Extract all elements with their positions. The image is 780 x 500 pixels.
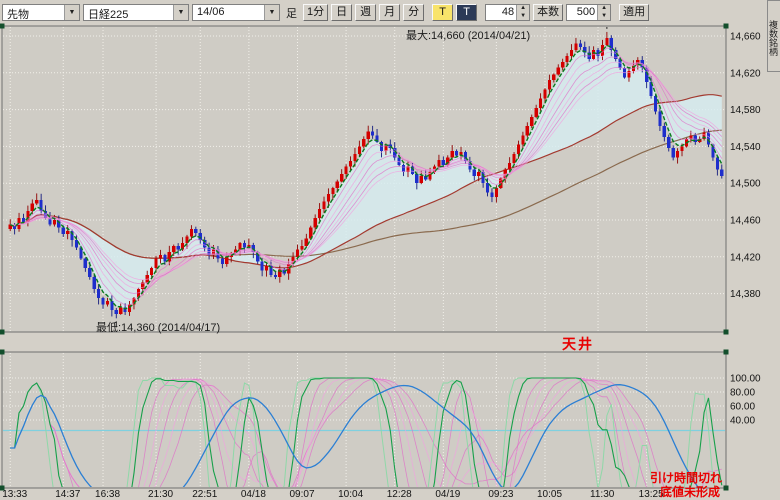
chevron-down-icon[interactable]: ▼ xyxy=(173,5,188,20)
contract-month-select[interactable]: 14/06 ▼ xyxy=(192,4,280,21)
svg-text:14,660: 14,660 xyxy=(730,32,761,43)
svg-text:21:30: 21:30 xyxy=(148,489,173,500)
svg-text:14,460: 14,460 xyxy=(730,216,761,227)
min-price-annotation: 最低:14,360 (2014/04/17) xyxy=(96,322,221,334)
period-button-minute[interactable]: 分 xyxy=(403,4,425,21)
period-button-week[interactable]: 週 xyxy=(355,4,377,21)
symbol-select[interactable]: 日経225 ▼ xyxy=(83,4,189,21)
axis-labels: 14,660 14,620 14,580 14,540 14,500 14,460 14,4… xyxy=(2,32,761,500)
svg-text:13:25: 13:25 xyxy=(639,489,664,500)
bars-stepper-arrows: ▲ ▼ xyxy=(597,5,611,20)
period-button-day[interactable]: 日 xyxy=(331,4,353,21)
svg-text:80.00: 80.00 xyxy=(730,388,755,399)
svg-text:04/19: 04/19 xyxy=(435,489,460,500)
close-timeout-annotation: 引け時間切れ xyxy=(650,471,723,485)
bars-count-value: 500 xyxy=(576,6,596,18)
svg-text:10:05: 10:05 xyxy=(537,489,562,500)
svg-text:14,580: 14,580 xyxy=(730,105,761,116)
chevron-down-icon[interactable]: ▼ xyxy=(64,5,79,20)
timeframe-label: 足 xyxy=(286,7,297,20)
svg-text:14,380: 14,380 xyxy=(730,289,761,300)
tick-button[interactable]: T xyxy=(456,4,478,21)
svg-text:14,620: 14,620 xyxy=(730,68,761,79)
bars-count-button[interactable]: 本数 xyxy=(533,4,564,21)
interval-value: 48 xyxy=(501,6,515,18)
panel-borders xyxy=(0,23,729,491)
svg-text:16:38: 16:38 xyxy=(95,489,120,500)
chevron-down-icon[interactable]: ▼ xyxy=(264,5,279,20)
svg-text:14,500: 14,500 xyxy=(730,179,761,190)
svg-text:60.00: 60.00 xyxy=(730,402,755,413)
ceiling-annotation: 天井 xyxy=(562,336,594,352)
spinner-down-icon[interactable]: ▼ xyxy=(598,12,611,20)
svg-text:10:04: 10:04 xyxy=(338,489,363,500)
interval-stepper-arrows: ▲ ▼ xyxy=(516,5,530,20)
svg-text:14:37: 14:37 xyxy=(55,489,80,500)
svg-text:100.00: 100.00 xyxy=(730,374,761,385)
price-chart-canvas[interactable] xyxy=(8,23,724,328)
max-price-annotation: 最大:14,660 (2014/04/21) xyxy=(406,30,531,42)
svg-text:11:30: 11:30 xyxy=(590,489,615,500)
bars-count-stepper[interactable]: 500 ▲ ▼ xyxy=(566,4,612,21)
oscillator-panel-canvas[interactable] xyxy=(10,377,723,500)
multi-symbol-side-tab[interactable]: 複数銘柄 xyxy=(767,0,780,72)
svg-text:14,420: 14,420 xyxy=(730,252,761,263)
period-button-month[interactable]: 月 xyxy=(379,4,401,21)
symbol-select-value: 日経225 xyxy=(88,9,129,20)
spinner-down-icon[interactable]: ▼ xyxy=(517,12,530,20)
period-button-1min[interactable]: 1分 xyxy=(303,4,329,21)
svg-text:22:51: 22:51 xyxy=(192,489,217,500)
contract-month-value: 14/06 xyxy=(197,6,225,18)
svg-text:09:23: 09:23 xyxy=(488,489,513,500)
bottom-not-formed-annotation: 底値未形成 xyxy=(660,485,721,499)
apply-button[interactable]: 適用 xyxy=(619,4,650,21)
spinner-up-icon[interactable]: ▲ xyxy=(517,5,530,13)
toolbar: 先物 ▼ 日経225 ▼ 14/06 ▼ 足 1分 日 週 月 分 T T 48… xyxy=(0,0,764,23)
market-select-value: 先物 xyxy=(7,9,29,20)
svg-text:13:33: 13:33 xyxy=(2,489,27,500)
svg-text:12:28: 12:28 xyxy=(387,489,412,500)
svg-text:40.00: 40.00 xyxy=(730,416,755,427)
spinner-up-icon[interactable]: ▲ xyxy=(598,5,611,13)
svg-text:09:07: 09:07 xyxy=(289,489,314,500)
svg-text:04/18: 04/18 xyxy=(241,489,266,500)
market-select[interactable]: 先物 ▼ xyxy=(2,4,80,21)
svg-text:14,540: 14,540 xyxy=(730,142,761,153)
tick-button-selected[interactable]: T xyxy=(432,4,454,21)
interval-stepper[interactable]: 48 ▲ ▼ xyxy=(485,4,531,21)
